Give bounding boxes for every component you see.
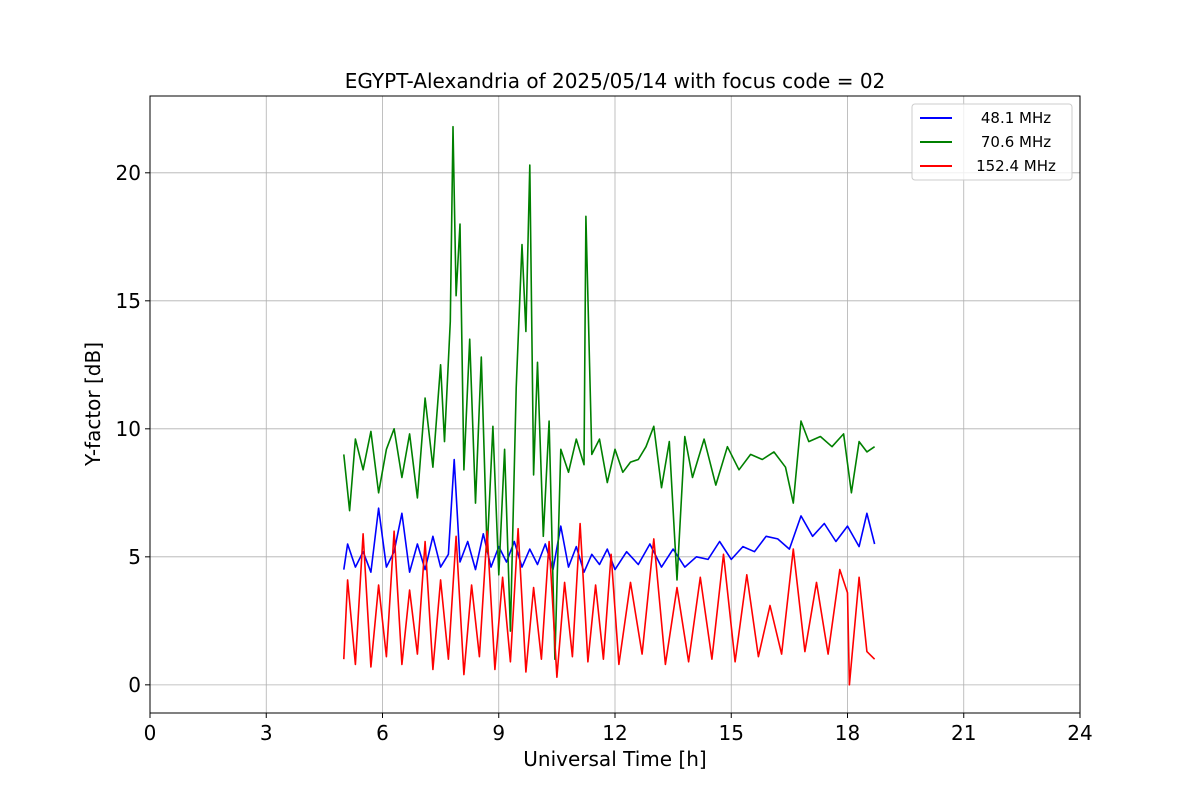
series-layer [343, 125, 876, 686]
y-tick-label-2: 10 [116, 417, 141, 441]
legend-label-2: 152.4 MHz [976, 157, 1056, 175]
series-line-0 [343, 458, 876, 573]
x-tick-label-6: 18 [835, 721, 860, 745]
chart-title: EGYPT-Alexandria of 2025/05/14 with focu… [345, 69, 886, 93]
series-line-1 [343, 125, 876, 660]
y-axis-label: Y-factor [dB] [81, 342, 105, 467]
x-tick-label-5: 15 [719, 721, 744, 745]
x-tick-label-4: 12 [602, 721, 627, 745]
x-tick-label-7: 21 [951, 721, 976, 745]
y-tick-label-0: 0 [128, 673, 141, 697]
series-line-2 [343, 522, 876, 686]
legend-box [911, 103, 1073, 181]
x-tick-label-0: 0 [144, 721, 157, 745]
y-tick-label-1: 5 [128, 545, 141, 569]
x-axis-label: Universal Time [h] [523, 747, 706, 771]
legend-label-1: 70.6 MHz [981, 133, 1051, 151]
x-tick-label-8: 24 [1067, 721, 1092, 745]
ticks: 0 3 6 9 12 15 18 21 24 0 5 10 15 20 [116, 161, 1093, 745]
x-tick-label-3: 9 [492, 721, 505, 745]
legend: 48.1 MHz 70.6 MHz 152.4 MHz [911, 103, 1073, 181]
legend-label-0: 48.1 MHz [981, 109, 1051, 127]
x-tick-label-1: 3 [260, 721, 273, 745]
y-tick-label-3: 15 [116, 289, 141, 313]
y-tick-label-4: 20 [116, 161, 141, 185]
x-tick-label-2: 6 [376, 721, 389, 745]
